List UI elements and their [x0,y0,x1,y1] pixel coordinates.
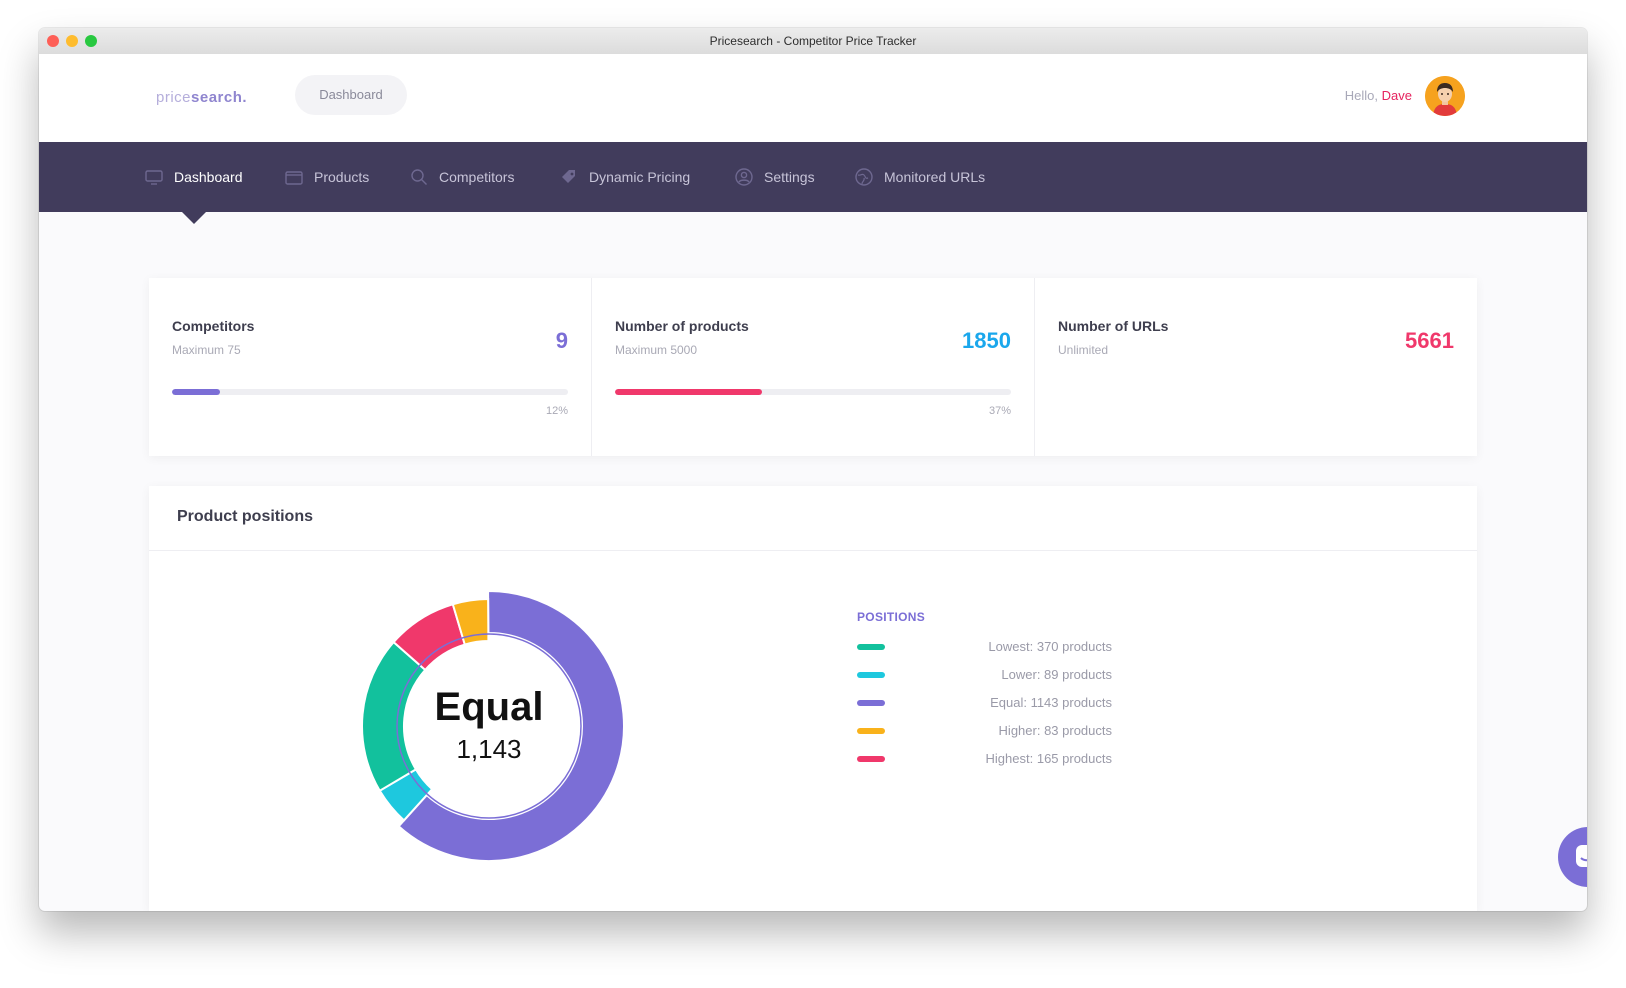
progress-bar [615,389,1011,395]
progress-percent: 12% [545,405,568,417]
card-title: Product positions [177,508,313,525]
nav-label: Competitors [439,169,515,185]
progress-bar [172,389,568,395]
nav-label: Settings [764,169,815,185]
nav-item-products[interactable]: Products [284,142,369,212]
stat-subtitle: Maximum 75 [172,343,241,357]
legend-item-highest[interactable]: Highest: 165 products [857,749,1112,769]
nav-item-monitored-urls[interactable]: Monitored URLs [854,142,985,212]
chat-icon [1576,845,1587,867]
stat-title: Number of URLs [1058,318,1169,334]
close-window-button[interactable] [47,35,59,47]
user-circle-icon [735,168,753,186]
nav-item-dashboard[interactable]: Dashboard [144,142,243,212]
donut-slice-higher[interactable] [451,597,490,646]
window-title: Pricesearch - Competitor Price Tracker [709,34,917,48]
header-dashboard-pill[interactable]: Dashboard [295,75,407,115]
search-icon [411,169,427,185]
user-name: Dave [1381,88,1412,103]
stat-title: Competitors [172,318,255,334]
nav-label: Dynamic Pricing [589,169,691,185]
progress-percent: 37% [988,405,1011,417]
legend-title: POSITIONS [857,610,926,624]
globe-icon [855,168,873,186]
progress-fill [615,389,762,395]
title-bar: Pricesearch - Competitor Price Tracker [39,28,1587,55]
legend-item-equal[interactable]: Equal: 1143 products [857,693,1112,713]
main-nav: Dashboard Products Competitors Dynamic P… [39,142,1587,212]
stat-value: 5661 [1405,328,1454,353]
nav-label: Monitored URLs [884,169,986,185]
inner-ring [396,633,582,819]
product-positions-card: Product positions Equal 1,143 POSITIONS … [149,486,1477,911]
legend-swatch [857,700,885,706]
legend-label: Highest: 165 products [985,751,1112,766]
divider [149,550,1477,551]
stat-title: Number of products [615,318,749,334]
user-avatar-icon[interactable] [1425,76,1465,116]
legend-swatch [857,728,885,734]
legend-swatch [857,672,885,678]
legend-item-lower[interactable]: Lower: 89 products [857,665,1112,685]
nav-label: Products [314,169,370,185]
legend-label: Equal: 1143 products [990,695,1112,710]
legend-label: Lower: 89 products [1001,667,1112,682]
minimize-window-button[interactable] [66,35,78,47]
donut-center-label: Equal [435,685,544,729]
nav-item-settings[interactable]: Settings [734,142,815,212]
stat-value: 9 [555,328,568,353]
stat-subtitle: Maximum 5000 [615,343,698,357]
monitor-icon [145,170,163,185]
greeting: Hello, Dave [1344,88,1412,103]
logo[interactable]: pricesearch. [156,89,248,106]
box-icon [285,171,303,185]
stat-products: Number of products Maximum 5000 1850 37% [592,278,1035,456]
price-tag-icon [562,170,575,183]
chat-widget-button[interactable] [1558,827,1587,887]
donut-slice-equal[interactable] [397,590,625,862]
donut-center-value: 1,143 [456,734,521,764]
nav-item-dynamic-pricing[interactable]: Dynamic Pricing [559,142,690,212]
stats-panel: Competitors Maximum 75 9 12% Number of p… [149,278,1477,456]
legend-item-higher[interactable]: Higher: 83 products [857,721,1112,741]
progress-fill [172,389,220,395]
donut-slice-lowest[interactable] [361,640,427,793]
stat-subtitle: Unlimited [1058,343,1109,357]
nav-label: Dashboard [174,169,243,185]
legend-item-lowest[interactable]: Lowest: 370 products [857,637,1112,657]
stat-competitors: Competitors Maximum 75 9 12% [149,278,592,456]
positions-donut-chart: Equal 1,143 [361,590,625,862]
app-window: Pricesearch - Competitor Price Tracker p… [39,28,1587,911]
legend-swatch [857,644,885,650]
stat-value: 1850 [962,328,1011,353]
active-nav-pointer [182,212,206,224]
stat-urls: Number of URLs Unlimited 5661 [1035,278,1477,456]
legend-label: Lowest: 370 products [988,639,1112,654]
legend-swatch [857,756,885,762]
app-header: pricesearch. Dashboard Hello, Dave [39,54,1587,142]
nav-item-competitors[interactable]: Competitors [409,142,514,212]
zoom-window-button[interactable] [85,35,97,47]
legend-label: Higher: 83 products [998,723,1112,738]
